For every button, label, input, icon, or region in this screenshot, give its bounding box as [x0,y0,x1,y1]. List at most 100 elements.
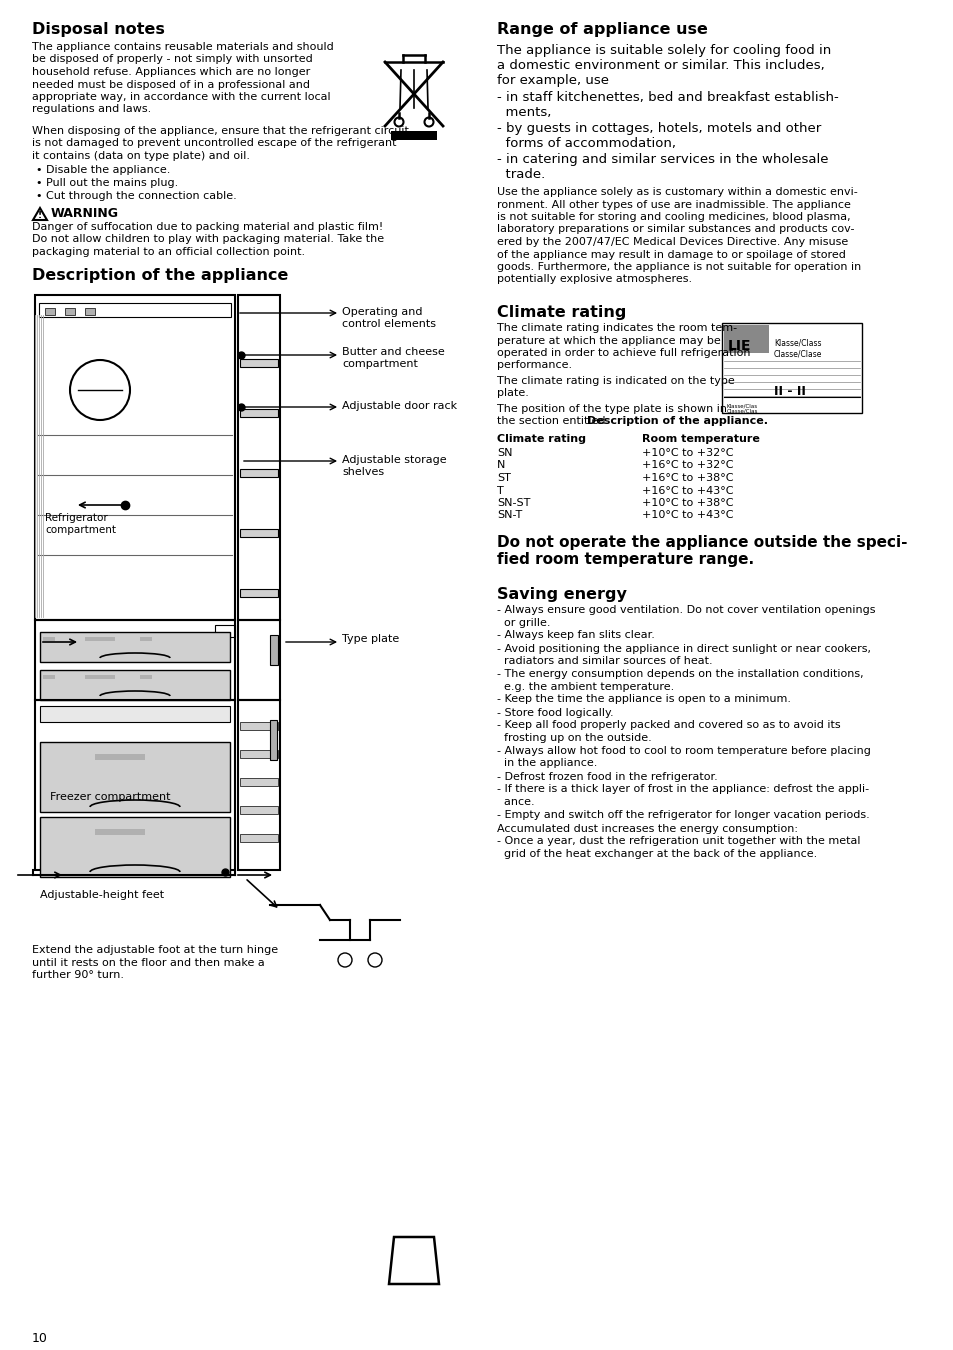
Text: Butter and cheese
compartment: Butter and cheese compartment [341,347,444,369]
Text: Type plate: Type plate [341,634,399,644]
Text: - in staff kitchenettes, bed and breakfast establish-: - in staff kitchenettes, bed and breakfa… [497,90,838,104]
Bar [237,620,280,701]
Text: The appliance is suitable solely for cooling food in: The appliance is suitable solely for coo… [497,45,830,57]
Text: - in catering and similar services in the wholesale: - in catering and similar services in th… [497,153,827,166]
Text: Extend the adjustable foot at the turn hinge: Extend the adjustable foot at the turn h… [32,945,278,954]
Bar [95,755,145,760]
Bar [237,701,280,869]
Text: Klasse/Class
Classe/Clase: Klasse/Class Classe/Clase [773,339,821,358]
Text: - Avoid positioning the appliance in direct sunlight or near cookers,: - Avoid positioning the appliance in dir… [497,644,870,653]
Text: !: ! [38,211,42,220]
Text: the section entitled: the section entitled [497,417,608,427]
Text: Use the appliance solely as is customary within a domestic envi-: Use the appliance solely as is customary… [497,188,857,197]
Text: N: N [497,460,505,471]
Bar [95,829,145,836]
Text: is not suitable for storing and cooling medicines, blood plasma,: is not suitable for storing and cooling … [497,212,850,221]
Text: for example, use: for example, use [497,74,608,86]
Text: laboratory preparations or similar substances and products cov-: laboratory preparations or similar subst… [497,224,854,235]
Bar [43,637,55,641]
Bar [214,625,234,637]
Bar [35,620,234,701]
Text: grid of the heat exchanger at the back of the appliance.: grid of the heat exchanger at the back o… [497,849,817,859]
Text: - Always keep fan slits clear.: - Always keep fan slits clear. [497,630,654,640]
Text: - The energy consumption depends on the installation conditions,: - The energy consumption depends on the … [497,670,862,679]
Text: - by guests in cottages, hotels, motels and other: - by guests in cottages, hotels, motels … [497,122,821,135]
Text: e.g. the ambient temperature.: e.g. the ambient temperature. [497,682,674,691]
Text: Adjustable storage
shelves: Adjustable storage shelves [341,455,446,477]
Text: Description of the appliance: Description of the appliance [32,269,288,284]
Text: Saving energy: Saving energy [497,587,626,602]
Bar [40,817,230,878]
Text: The position of the type plate is shown in: The position of the type plate is shown … [497,404,726,414]
Bar [240,806,277,814]
Text: radiators and similar sources of heat.: radiators and similar sources of heat. [497,656,712,666]
Text: Accumulated dust increases the energy consumption:: Accumulated dust increases the energy co… [497,824,797,834]
Text: ments,: ments, [497,107,551,119]
Text: needed must be disposed of in a professional and: needed must be disposed of in a professi… [32,80,310,89]
Text: Climate rating: Climate rating [497,433,585,444]
Text: fied room temperature range.: fied room temperature range. [497,552,753,567]
Text: +16°C to +43°C: +16°C to +43°C [641,486,733,495]
Bar [391,131,436,140]
Bar [85,675,115,679]
Bar [35,701,234,869]
Text: perature at which the appliance may be: perature at which the appliance may be [497,336,720,346]
Text: Do not allow children to play with packaging material. Take the: Do not allow children to play with packa… [32,235,384,244]
Text: of the appliance may result in damage to or spoilage of stored: of the appliance may result in damage to… [497,250,845,259]
Bar [240,751,277,757]
Bar [39,302,231,317]
Bar [721,323,862,413]
Text: +16°C to +38°C: +16°C to +38°C [641,472,733,483]
Text: ronment. All other types of use are inadmissible. The appliance: ronment. All other types of use are inad… [497,200,850,209]
Bar [240,589,277,597]
Text: or grille.: or grille. [497,617,550,628]
Bar [723,325,768,352]
Text: SN-T: SN-T [497,510,521,521]
Text: Range of appliance use: Range of appliance use [497,22,707,36]
Text: Adjustable-height feet: Adjustable-height feet [40,890,164,900]
Text: SN: SN [497,448,512,458]
Bar [35,296,234,620]
Text: household refuse. Appliances which are no longer: household refuse. Appliances which are n… [32,68,310,77]
Text: until it rests on the floor and then make a: until it rests on the floor and then mak… [32,957,265,968]
Text: SN-ST: SN-ST [497,498,530,508]
Bar [240,409,277,417]
Text: trade.: trade. [497,167,545,181]
Text: Refrigerator
compartment: Refrigerator compartment [45,513,116,535]
Text: - Always allow hot food to cool to room temperature before placing: - Always allow hot food to cool to room … [497,747,870,756]
Bar [237,296,280,620]
Text: T: T [497,486,503,495]
Text: - Once a year, dust the refrigeration unit together with the metal: - Once a year, dust the refrigeration un… [497,837,860,846]
Bar [240,359,277,367]
Text: further 90° turn.: further 90° turn. [32,971,124,980]
Bar [240,468,277,477]
Bar [65,308,75,315]
Text: - Defrost frozen food in the refrigerator.: - Defrost frozen food in the refrigerato… [497,771,717,782]
Text: goods. Furthermore, the appliance is not suitable for operation in: goods. Furthermore, the appliance is not… [497,262,861,271]
Text: +16°C to +32°C: +16°C to +32°C [641,460,733,471]
Text: - Empty and switch off the refrigerator for longer vacation periods.: - Empty and switch off the refrigerator … [497,810,869,819]
Text: Description of the appliance.: Description of the appliance. [586,417,767,427]
Text: Do not operate the appliance outside the speci-: Do not operate the appliance outside the… [497,535,906,549]
Text: in the appliance.: in the appliance. [497,759,597,768]
Text: performance.: performance. [497,360,572,370]
Text: • Pull out the mains plug.: • Pull out the mains plug. [36,178,178,188]
Text: • Cut through the connection cable.: • Cut through the connection cable. [36,190,236,201]
Text: appropriate way, in accordance with the current local: appropriate way, in accordance with the … [32,92,331,103]
Text: Room temperature: Room temperature [641,433,760,444]
Bar [40,743,230,811]
Bar [270,720,276,760]
Text: - Always ensure good ventilation. Do not cover ventilation openings: - Always ensure good ventilation. Do not… [497,605,875,616]
Text: ered by the 2007/47/EC Medical Devices Directive. Any misuse: ered by the 2007/47/EC Medical Devices D… [497,238,847,247]
Text: Danger of suffocation due to packing material and plastic film!: Danger of suffocation due to packing mat… [32,221,383,232]
Bar [240,778,277,786]
Text: forms of accommodation,: forms of accommodation, [497,136,676,150]
Text: plate.: plate. [497,389,528,398]
Text: Climate rating: Climate rating [497,305,626,320]
Text: II - II: II - II [773,385,805,398]
Bar [45,308,55,315]
Text: - Keep the time the appliance is open to a minimum.: - Keep the time the appliance is open to… [497,694,790,705]
Text: potentially explosive atmospheres.: potentially explosive atmospheres. [497,274,691,285]
Text: • Disable the appliance.: • Disable the appliance. [36,165,171,176]
Text: operated in order to achieve full refrigeration: operated in order to achieve full refrig… [497,348,750,358]
